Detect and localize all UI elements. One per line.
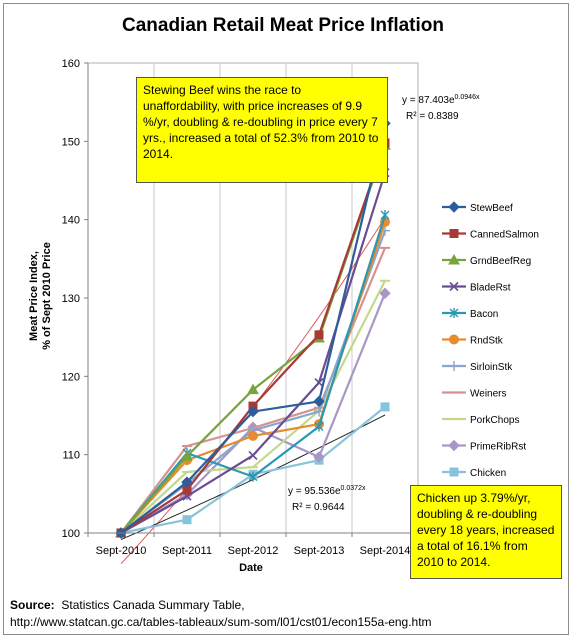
legend-item-bacon: Bacon [442, 308, 498, 320]
beef-equation-exponent: 0.0946x [455, 94, 480, 101]
data-point-bladerst [314, 378, 324, 388]
data-point-rndstk [248, 430, 258, 441]
y-tick-label: 130 [62, 293, 80, 305]
legend-swatch-marker [449, 334, 459, 345]
legend-item-bladerst: BladeRst [442, 281, 511, 294]
chicken-trend-equation: y = 95.536e0.0372x R² = 0.9644 [288, 485, 366, 513]
legend-swatch-marker [449, 467, 459, 477]
data-point-cannedsalmon [314, 330, 324, 340]
legend-label: Bacon [470, 309, 498, 320]
legend-item-rndstk: RndStk [442, 334, 504, 347]
x-axis-title: Date [239, 562, 263, 574]
y-axis-title-line-1: Meat Price Index, [28, 251, 40, 341]
y-tick-label: 140 [62, 215, 80, 227]
legend-label: Chicken [470, 468, 506, 479]
legend-item-primeribrst: PrimeRibRst [442, 439, 526, 453]
x-tick-label: Sept-2014 [360, 545, 411, 557]
legend-item-grndbeefreg: GrndBeefReg [442, 253, 531, 267]
source-label: Source: [10, 598, 55, 612]
legend-swatch-marker [448, 439, 460, 452]
svg-text:y = 95.536e0.0372x: y = 95.536e0.0372x [288, 485, 366, 497]
legend: StewBeef CannedSalmon GrndBeefReg BladeRst B… [442, 201, 553, 532]
legend-swatch-marker [449, 308, 459, 318]
legend-label: StewBeef [470, 203, 513, 214]
y-axis-title-line-2: % of Sept 2010 Price [41, 242, 53, 350]
data-point-stewbeef [181, 476, 193, 488]
data-point-chicken [182, 515, 192, 525]
data-series [115, 117, 391, 539]
legend-label: BladeRst [470, 283, 511, 294]
data-point-primeribrst [379, 287, 391, 300]
legend-item-cannedsalmon: CannedSalmon [442, 229, 539, 241]
legend-item-chicken: Chicken [442, 467, 506, 479]
source-url: http://www.statcan.gc.ca/tables-tableaux… [10, 615, 432, 629]
legend-label: PorkChops [470, 415, 519, 426]
source-text: Statistics Canada Summary Table, [61, 598, 245, 612]
chicken-callout: Chicken up 3.79%/yr, doubling & re-doubl… [410, 485, 562, 579]
data-point-chicken [380, 402, 390, 412]
y-tick-label: 100 [62, 528, 80, 540]
beef-equation-base: y = 87.403e [402, 95, 455, 106]
data-point-bladerst [248, 450, 258, 461]
y-axis-title: Meat Price Index, % of Sept 2010 Price [28, 242, 53, 350]
data-point-stewbeef [247, 405, 259, 418]
legend-swatch-marker [448, 201, 460, 213]
source-line: Source: Statistics Canada Summary Table, [10, 597, 432, 614]
chicken-equation-exponent: 0.0372x [341, 485, 366, 492]
x-tick-label: Sept-2011 [162, 545, 212, 557]
legend-item-weiners: Weiners [442, 389, 507, 400]
legend-label: RndStk [470, 336, 504, 347]
source-note: Source: Statistics Canada Summary Table,… [10, 597, 432, 631]
legend-label: Weiners [470, 389, 507, 400]
data-point-stewbeef [313, 395, 325, 408]
x-tick-label: Sept-2010 [96, 545, 147, 557]
legend-swatch-marker [448, 253, 460, 265]
legend-item-sirloinstk: SirloinStk [442, 361, 513, 373]
legend-label: GrndBeefReg [470, 256, 531, 267]
x-tick-label: Sept-2012 [228, 545, 279, 557]
legend-label: CannedSalmon [470, 230, 539, 241]
y-tick-label: 120 [62, 371, 80, 383]
data-point-primeribrst [313, 451, 325, 463]
legend-swatch-marker [449, 361, 459, 371]
beef-trend-equation: y = 87.403e0.0946x R² = 0.8389 [402, 94, 480, 122]
stewing-beef-callout: Stewing Beef wins the race to unaffordab… [136, 77, 388, 183]
svg-text:y = 87.403e0.0946x: y = 87.403e0.0946x [402, 94, 480, 106]
legend-item-stewbeef: StewBeef [442, 201, 513, 214]
data-point-bacon [314, 421, 324, 432]
y-tick-label: 150 [62, 136, 80, 148]
y-tick-label: 110 [62, 450, 80, 462]
beef-r-squared: R² = 0.8389 [406, 111, 459, 122]
chart-title: Canadian Retail Meat Price Inflation [122, 15, 444, 36]
chicken-r-squared: R² = 0.9644 [292, 502, 345, 513]
chicken-equation-base: y = 95.536e [288, 486, 341, 497]
legend-swatch-marker [449, 281, 459, 292]
x-tick-label: Sept-2013 [294, 545, 345, 557]
legend-label: PrimeRibRst [470, 442, 526, 453]
legend-item-porkchops: PorkChops [442, 415, 519, 426]
y-tick-label: 160 [62, 58, 80, 70]
data-point-bacon [380, 209, 390, 220]
legend-swatch-marker [449, 229, 459, 238]
axes: 100 110 120 130 140 150 160 Sept-2010 Sept-2011 S… [62, 58, 419, 557]
legend-label: SirloinStk [470, 362, 513, 373]
data-point-grndbeefreg [247, 383, 259, 395]
data-point-bacon [248, 471, 258, 482]
data-point-grndbeefreg [181, 450, 193, 461]
